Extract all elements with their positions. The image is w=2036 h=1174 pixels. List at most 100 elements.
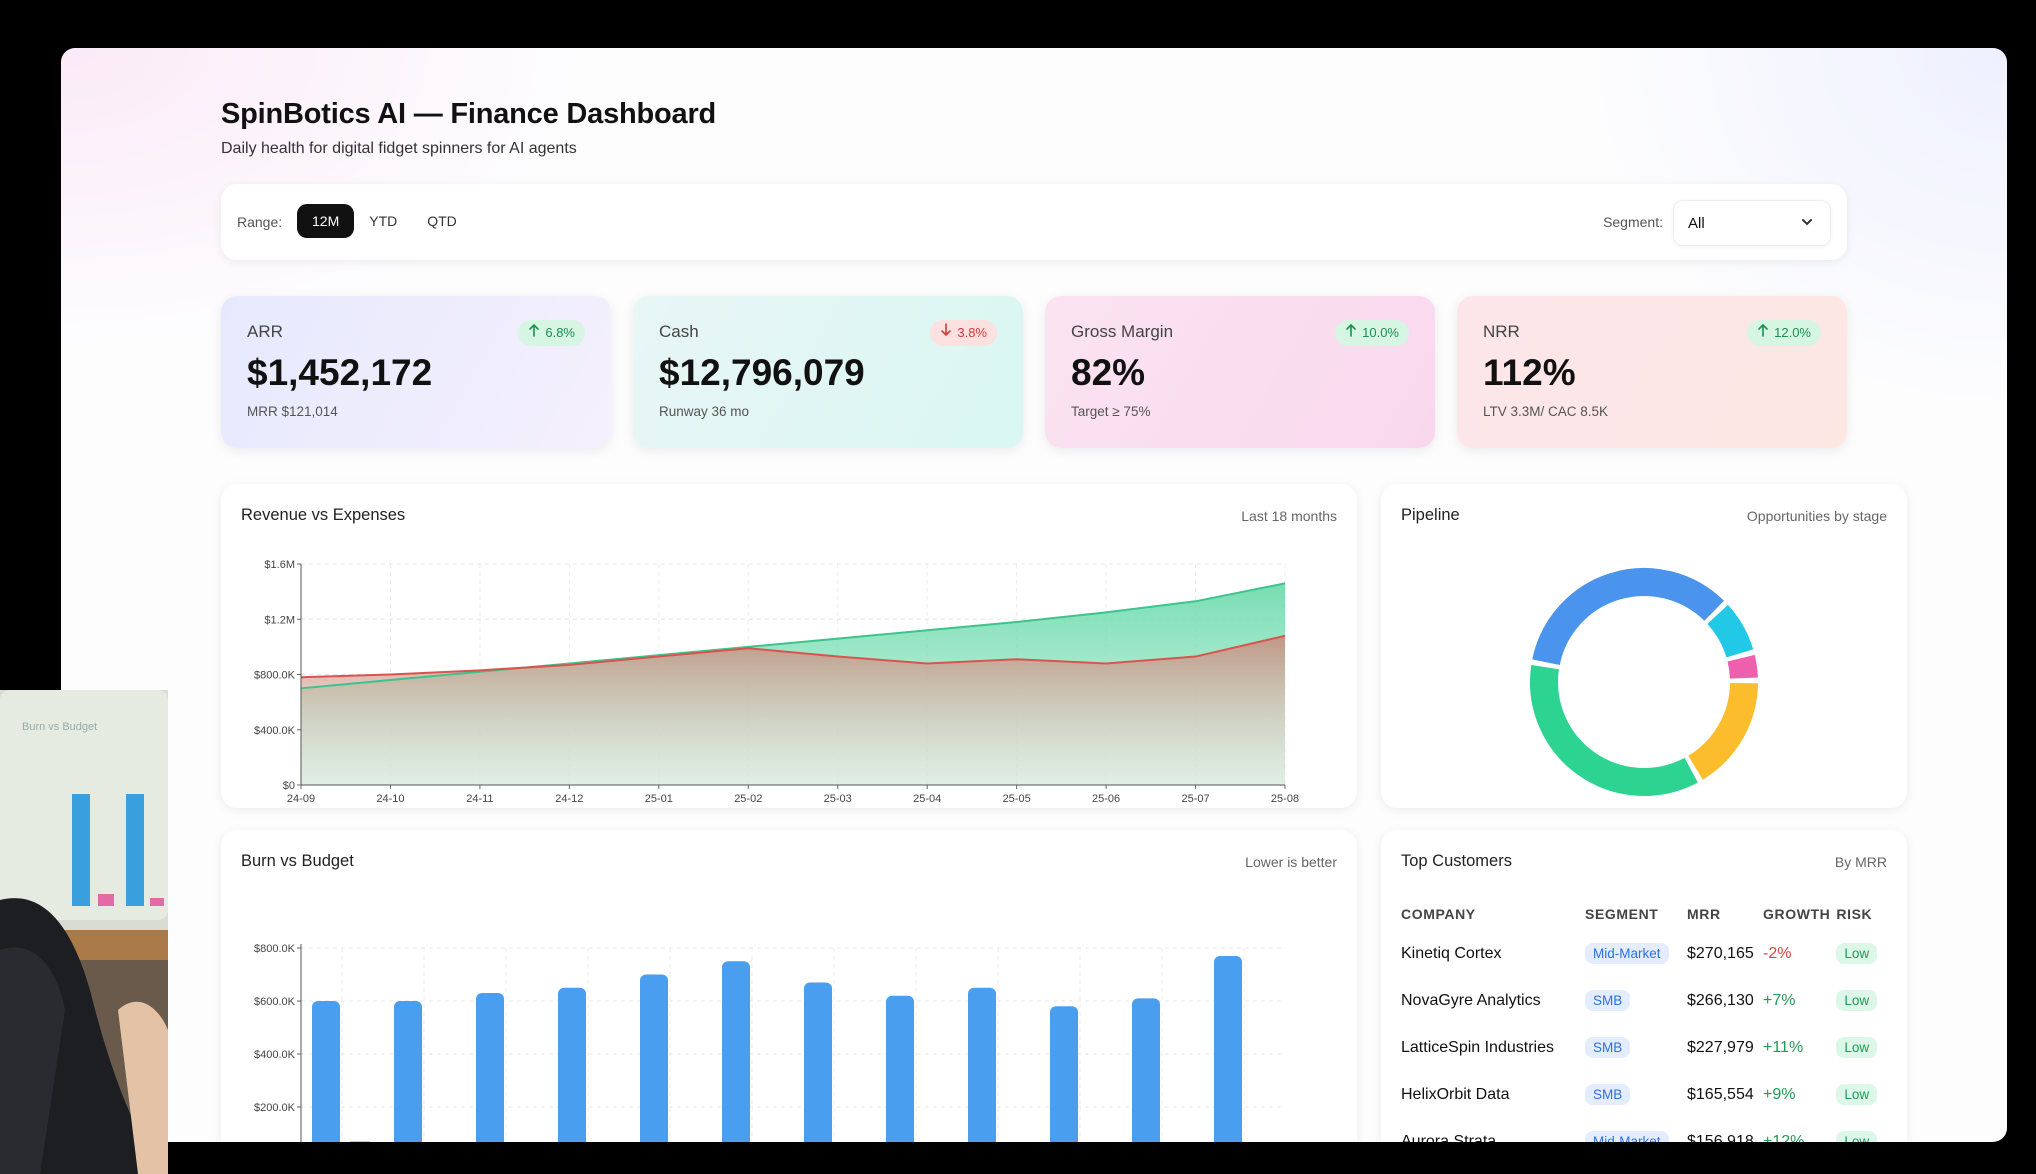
kpi-card-cash: Cash 3.8% $12,796,079 Runway 36 mo	[633, 296, 1023, 448]
donut-slice[interactable]	[1707, 604, 1754, 658]
customer-growth: -2%	[1763, 944, 1792, 962]
expenses-line	[300, 634, 1286, 679]
range-option-12m[interactable]: 12M	[297, 204, 355, 238]
col-growth[interactable]: GROWTH	[1763, 906, 1831, 922]
pipeline-panel: Pipeline Opportunities by stage	[1381, 484, 1907, 808]
donut-slice[interactable]	[1687, 682, 1758, 780]
revenue-line	[300, 582, 1286, 690]
customer-risk: Low	[1836, 930, 1898, 977]
top-customers-panel: Top Customers By MRR COMPANY SEGMENT MRR…	[1381, 830, 1907, 1142]
x-tick-label: 24-12	[555, 793, 583, 805]
burn-bar[interactable]	[722, 961, 750, 1142]
segment-pill: SMB	[1585, 990, 1631, 1011]
y-tick-label: $1.6M	[264, 559, 295, 571]
col-segment[interactable]: SEGMENT	[1585, 906, 1659, 922]
segment-pill: SMB	[1585, 1084, 1631, 1105]
y-tick-label: $200.0K	[254, 1102, 296, 1114]
y-tick-label: $0	[283, 780, 295, 792]
donut-slice[interactable]	[1532, 568, 1724, 666]
kpi-value: 112%	[1483, 352, 1576, 393]
filter-toolbar: Range: 12M YTD QTD Segment: All	[221, 184, 1847, 260]
table-row[interactable]: LatticeSpin Industries SMB $227,979 +11% Low	[1401, 1024, 1898, 1071]
table-row[interactable]: HelixOrbit Data SMB $165,554 +9% Low	[1401, 1071, 1898, 1118]
kpi-subtext: MRR $121,014	[247, 404, 338, 419]
risk-pill: Low	[1836, 990, 1878, 1011]
arrow-up-icon	[1345, 320, 1357, 346]
table-row[interactable]: NovaGyre Analytics SMB $266,130 +7% Low	[1401, 977, 1898, 1024]
range-segmented-control: 12M YTD QTD	[297, 204, 472, 238]
range-label: Range:	[237, 214, 283, 230]
kpi-delta-badge: 6.8%	[518, 320, 585, 346]
burn-bar[interactable]	[1050, 1006, 1078, 1142]
panel-title: Burn vs Budget	[241, 852, 354, 870]
kpi-delta-value: 10.0%	[1362, 325, 1399, 340]
customer-company: LatticeSpin Industries	[1401, 1038, 1554, 1056]
customers-table-body: Kinetiq Cortex Mid-Market $270,165 -2% Low No…	[1401, 930, 1898, 1142]
burn-bar[interactable]	[886, 995, 914, 1142]
arrow-up-icon	[528, 320, 540, 346]
x-tick-label: 25-04	[913, 793, 941, 805]
table-row[interactable]: Aurora Strata Mid-Market $156,918 +12% Low	[1401, 1118, 1898, 1142]
panel-note: By MRR	[1834, 854, 1887, 870]
burn-bar[interactable]	[804, 982, 832, 1142]
customer-segment: Mid-Market	[1585, 930, 1687, 977]
burn-bar[interactable]	[312, 1001, 340, 1142]
segment-pill: Mid-Market	[1585, 1131, 1669, 1142]
col-mrr[interactable]: MRR	[1687, 906, 1721, 922]
y-tick-label: $800.0K	[254, 670, 296, 682]
burn-bar[interactable]	[1132, 998, 1160, 1142]
kpi-value: 82%	[1071, 352, 1146, 393]
col-risk[interactable]: RISK	[1836, 906, 1873, 922]
customer-company: Kinetiq Cortex	[1401, 944, 1502, 962]
y-tick-label: $400.0K	[254, 1049, 296, 1061]
table-row[interactable]: Kinetiq Cortex Mid-Market $270,165 -2% Low	[1401, 930, 1898, 977]
arrow-up-icon	[1757, 320, 1769, 346]
dashboard-window: SpinBotics AI — Finance Dashboard Daily …	[61, 48, 2007, 1142]
segment-label: Segment:	[1603, 214, 1663, 230]
burn-bar[interactable]	[476, 993, 504, 1142]
x-tick-label: 24-09	[287, 793, 315, 805]
kpi-card-arr: ARR 6.8% $1,452,172 MRR $121,014	[221, 296, 611, 448]
x-tick-label: 25-06	[1092, 793, 1120, 805]
kpi-label: Gross Margin	[1071, 322, 1174, 341]
customer-risk: Low	[1836, 1118, 1898, 1142]
kpi-value: $12,796,079	[659, 352, 865, 393]
range-option-qtd[interactable]: QTD	[427, 213, 457, 229]
burn-bar[interactable]	[558, 987, 586, 1142]
y-tick-label: $1.2M	[264, 614, 295, 626]
burn-bar[interactable]	[394, 1001, 422, 1142]
x-tick-label: 25-02	[734, 793, 762, 805]
x-tick-label: 25-08	[1271, 793, 1299, 805]
col-company[interactable]: COMPANY	[1401, 906, 1476, 922]
customer-mrr: $227,979	[1687, 1038, 1754, 1056]
x-tick-label: 24-11	[466, 793, 493, 805]
panel-note: Opportunities by stage	[1746, 508, 1887, 524]
customer-company: Aurora Strata	[1401, 1132, 1497, 1143]
risk-pill: Low	[1836, 943, 1878, 964]
burn-bar[interactable]	[640, 974, 668, 1143]
customer-risk: Low	[1836, 977, 1898, 1024]
kpi-delta-badge: 3.8%	[930, 320, 997, 346]
range-option-ytd[interactable]: YTD	[369, 213, 398, 229]
customer-risk: Low	[1836, 1071, 1898, 1118]
kpi-delta-badge: 12.0%	[1747, 320, 1821, 346]
donut-slice[interactable]	[1530, 665, 1698, 796]
customer-segment: SMB	[1585, 1024, 1687, 1071]
kpi-card-gross-margin: Gross Margin 10.0% 82% Target ≥ 75%	[1045, 296, 1435, 448]
kpi-subtext: Target ≥ 75%	[1071, 404, 1151, 419]
risk-pill: Low	[1836, 1037, 1878, 1058]
x-tick-label: 24-10	[376, 793, 404, 805]
customer-segment: Mid-Market	[1585, 1118, 1687, 1142]
burn-bar[interactable]	[968, 987, 996, 1142]
segment-select[interactable]: All	[1673, 200, 1831, 246]
kpi-subtext: LTV 3.3M/ CAC 8.5K	[1483, 404, 1609, 419]
donut-slice[interactable]	[1727, 654, 1758, 679]
y-tick-label: $600.0K	[254, 996, 296, 1008]
kpi-delta-value: 3.8%	[957, 325, 987, 340]
budget-variance-bar[interactable]	[346, 1141, 374, 1142]
segment-pill: SMB	[1585, 1037, 1631, 1058]
kpi-card-nrr: NRR 12.0% 112% LTV 3.3M/ CAC 8.5K	[1457, 296, 1847, 448]
kpi-label: NRR	[1483, 322, 1520, 341]
panel-title: Top Customers	[1401, 852, 1512, 870]
burn-bar[interactable]	[1214, 955, 1242, 1142]
